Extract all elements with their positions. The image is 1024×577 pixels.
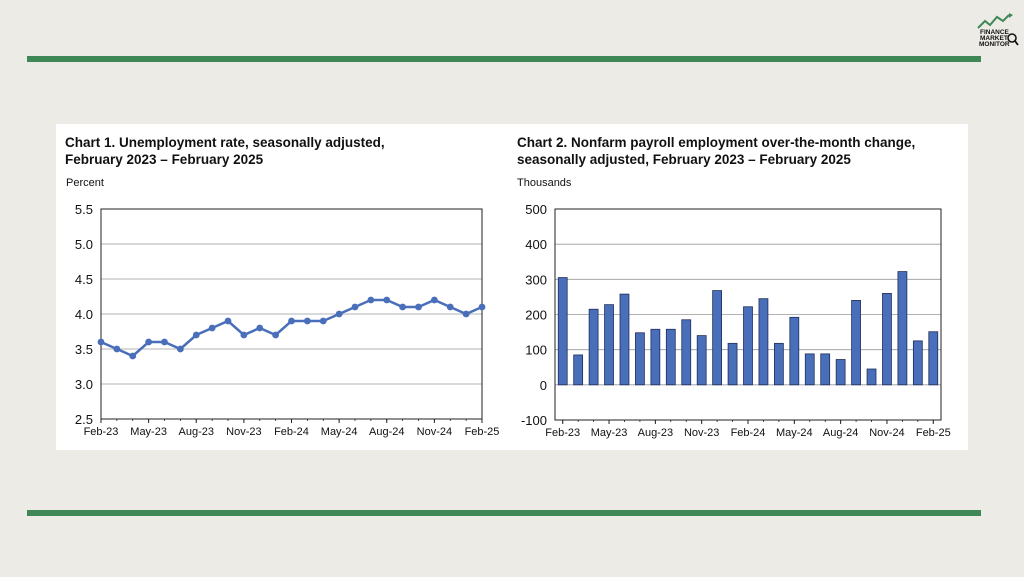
brand-logo: FINANCE MARKET MONITOR [977, 13, 1019, 48]
logo-text-2: MARKET [980, 35, 1008, 42]
chart2-bar-Oct-24 [866, 368, 877, 386]
chart2-y-tick-label: -100 [521, 413, 547, 428]
chart2-bar-Aug-23 [650, 328, 661, 386]
chart1-point-Nov-23 [240, 331, 248, 339]
chart2-y-tick-label: 0 [540, 378, 547, 393]
chart1-point-Sep-24 [399, 303, 407, 311]
chart1-x-tick-label: May-24 [321, 426, 358, 438]
chart1-point-May-23 [145, 338, 153, 346]
chart2-x-tick-label: Nov-24 [869, 427, 904, 439]
chart2-title-line1: Chart 2. Nonfarm payroll employment over… [517, 135, 916, 150]
chart1-point-Apr-23 [129, 352, 137, 360]
chart2-bar-Apr-24 [774, 342, 784, 386]
chart1-point-Mar-23 [113, 345, 121, 353]
chart1-title-line2: February 2023 – February 2025 [65, 152, 264, 167]
chart2-bar-Mar-23 [573, 354, 584, 386]
chart1-point-Jul-24 [367, 296, 375, 304]
chart1-point-Apr-24 [319, 317, 327, 325]
chart2-y-tick-label: 200 [525, 308, 547, 323]
chart2-bar-Jun-23 [619, 293, 630, 386]
chart1-title-line1: Chart 1. Unemployment rate, seasonally a… [65, 135, 385, 150]
chart2-bar-Sep-23 [665, 328, 676, 386]
chart2-title: Chart 2. Nonfarm payroll employment over… [517, 134, 915, 168]
chart2-bar-Mar-24 [758, 298, 769, 386]
chart2-x-tick-label: Feb-23 [545, 427, 580, 439]
chart1-point-Sep-23 [208, 324, 216, 332]
chart1-y-tick-label: 4.0 [75, 307, 93, 322]
chart1-point-Mar-24 [303, 317, 311, 325]
chart2-y-tick-label: 500 [525, 202, 547, 217]
chart1-point-Jun-24 [351, 303, 359, 311]
chart1-x-tick-label: Nov-23 [226, 426, 261, 438]
logo-text-1: FINANCE [980, 29, 1010, 36]
chart2-bar-Dec-24 [897, 271, 908, 386]
chart2-nonfarm-payroll: -100 0 100 200 300 400 500 Feb-23 May-23 Aug-23 No… [521, 202, 951, 439]
chart2-x-tick-label: Aug-24 [823, 427, 858, 439]
chart2-bar-Jan-24 [727, 342, 738, 386]
chart1-point-Feb-25 [478, 303, 486, 311]
chart2-bar-Feb-23 [557, 277, 568, 386]
chart1-y-tick-label: 5.5 [75, 202, 93, 217]
chart2-title-line2: seasonally adjusted, February 2023 – Feb… [517, 152, 851, 167]
chart1-point-Jun-23 [161, 338, 168, 346]
chart2-bar-Feb-25 [928, 331, 939, 386]
chart1-x-tick-label: Feb-25 [465, 426, 500, 438]
chart2-bar-May-24 [789, 316, 800, 386]
chart1-point-Feb-24 [288, 317, 295, 325]
chart1-x-tick-label: Feb-24 [274, 426, 309, 438]
chart1-point-Jan-25 [462, 310, 470, 318]
top-divider [27, 56, 981, 62]
chart1-x-tick-label: Nov-24 [417, 426, 452, 438]
chart1-point-Oct-23 [224, 317, 232, 325]
chart1-point-Dec-23 [256, 324, 264, 332]
chart1-x-tick-label: Aug-23 [179, 426, 214, 438]
chart2-bar-Aug-24 [835, 359, 846, 386]
chart1-point-Dec-24 [446, 303, 454, 311]
chart1-x-tick-label: Feb-23 [84, 426, 119, 438]
bottom-divider [27, 510, 981, 516]
chart2-bar-Oct-23 [681, 319, 692, 386]
chart2-y-unit: Thousands [517, 177, 572, 189]
chart1-y-unit: Percent [66, 177, 104, 189]
chart1-point-Aug-24 [383, 296, 391, 304]
chart2-y-tick-label: 400 [525, 237, 547, 252]
chart1-y-tick-label: 4.5 [75, 272, 93, 287]
chart2-bar-Nov-24 [882, 292, 892, 386]
chart1-point-Feb-23 [97, 338, 105, 346]
chart1-unemployment-rate: 2.5 3.0 3.5 4.0 4.5 5.0 5.5 Feb-23 May-23 Aug-23 N… [75, 202, 500, 438]
chart1-point-Jul-23 [176, 345, 184, 353]
chart2-x-tick-label: Aug-23 [638, 427, 673, 439]
chart1-y-tick-label: 3.5 [75, 342, 93, 357]
chart1-point-Oct-24 [415, 303, 422, 311]
chart2-bar-Dec-23 [712, 290, 722, 386]
chart1-point-Nov-24 [430, 296, 438, 304]
chart2-y-tick-label: 300 [525, 272, 547, 287]
logo-text-3: MONITOR [979, 41, 1010, 48]
chart2-bar-Jul-24 [820, 353, 831, 386]
charts-panel: Chart 1. Unemployment rate, seasonally a… [56, 124, 968, 450]
chart1-title: Chart 1. Unemployment rate, seasonally a… [65, 134, 385, 168]
chart1-y-tick-label: 3.0 [75, 377, 93, 392]
chart2-x-tick-label: May-23 [591, 427, 628, 439]
chart2-bar-Jul-23 [635, 332, 645, 386]
chart1-y-tick-label: 5.0 [75, 237, 93, 252]
chart1-point-Jan-24 [272, 331, 280, 339]
chart2-x-tick-label: Feb-24 [731, 427, 766, 439]
chart1-point-Aug-23 [192, 331, 200, 339]
chart1-point-May-24 [335, 310, 343, 318]
chart2-bar-Nov-23 [696, 335, 707, 386]
chart2-bar-Sep-24 [851, 300, 861, 386]
chart1-x-tick-label: Aug-24 [369, 426, 404, 438]
chart2-bar-Feb-24 [743, 306, 753, 386]
chart2-bar-Jun-24 [804, 353, 815, 386]
chart1-y-tick-label: 2.5 [75, 412, 93, 427]
chart2-bar-Jan-25 [912, 340, 923, 386]
chart2-x-tick-label: Feb-25 [916, 427, 951, 439]
chart2-bar-Apr-23 [588, 308, 599, 386]
chart2-bar-May-23 [604, 304, 614, 386]
chart2-y-tick-label: 100 [525, 343, 547, 358]
chart2-x-tick-label: Nov-23 [684, 427, 719, 439]
chart2-x-tick-label: May-24 [776, 427, 813, 439]
chart1-x-tick-label: May-23 [130, 426, 167, 438]
